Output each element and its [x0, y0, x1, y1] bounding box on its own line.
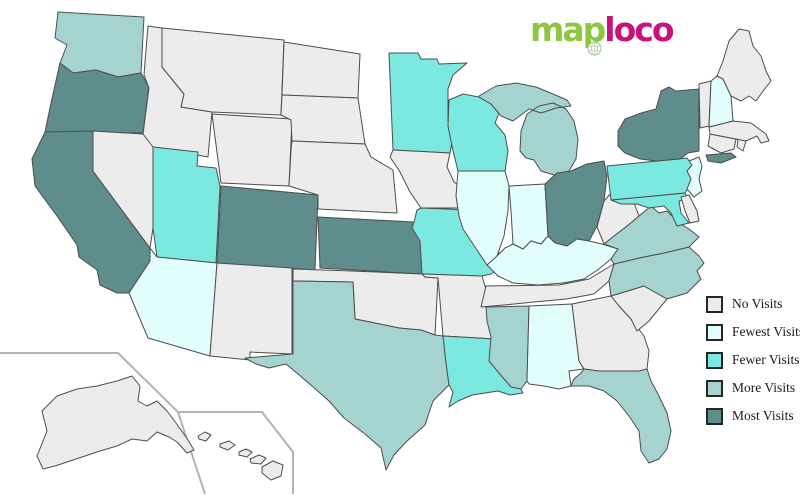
alaska-inset-border: [0, 352, 206, 495]
state-wa: [54, 11, 145, 78]
legend-swatch-most-visits: [706, 407, 723, 425]
legend-label: Most Visits: [732, 408, 794, 423]
legend-swatch-no-visits: [706, 295, 723, 313]
legend-item-fewer-visits: Fewer Visits: [706, 346, 800, 374]
legend-swatch-fewer-visits: [706, 351, 723, 369]
maploco-logo[interactable]: maploco: [530, 10, 675, 56]
legend-label: More Visits: [732, 380, 796, 395]
state-tx: [244, 280, 450, 471]
state-me: [716, 28, 772, 102]
state-hi: [197, 431, 284, 481]
state-ma: [708, 120, 770, 144]
state-sd: [280, 94, 366, 145]
state-wy: [211, 113, 293, 187]
state-ny: [617, 86, 737, 164]
legend-swatch-fewest-visits: [706, 323, 723, 341]
state-ks: [317, 216, 423, 275]
legend-swatch-more-visits: [706, 379, 723, 397]
state-ut: [152, 146, 221, 264]
hawaii-inset-border: [178, 411, 294, 494]
state-nd: [281, 41, 361, 99]
state-fl: [570, 368, 672, 464]
legend-label: Fewer Visits: [732, 352, 800, 367]
state-or: [44, 62, 150, 134]
state-co: [216, 185, 319, 271]
legend-label: Fewest Visits: [732, 324, 800, 339]
state-ne: [288, 140, 398, 214]
logo-loco-text: loco: [604, 10, 674, 49]
states-layer: [31, 11, 772, 481]
legend-item-most-visits: Most Visits: [706, 402, 800, 430]
state-ak: [36, 375, 195, 470]
legend-item-more-visits: More Visits: [706, 374, 800, 402]
state-nj: [686, 156, 703, 198]
state-nm: [209, 262, 293, 361]
state-in: [508, 183, 549, 250]
legend-item-no-visits: No Visits: [706, 290, 800, 318]
logo-map-text: map: [530, 10, 606, 49]
state-ky: [486, 235, 619, 286]
legend-label: No Visits: [732, 296, 783, 311]
state-tn: [480, 263, 615, 308]
legend-item-fewest-visits: Fewest Visits: [706, 318, 800, 346]
state-pa: [606, 157, 694, 201]
state-de: [680, 194, 700, 224]
state-mi: [478, 82, 579, 176]
map-legend: No Visits Fewest Visits Fewer Visits Mor…: [706, 290, 800, 430]
